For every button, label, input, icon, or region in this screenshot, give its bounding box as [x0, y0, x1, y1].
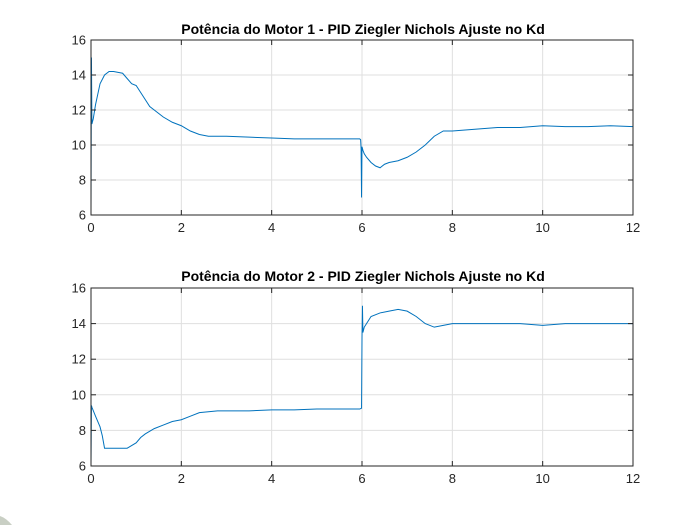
corner-mark — [0, 516, 12, 525]
x-tick-label: 6 — [358, 220, 365, 235]
chart-motor-2: Potência do Motor 2 - PID Ziegler Nichol… — [72, 268, 641, 486]
y-tick-label: 16 — [72, 281, 86, 296]
x-tick-label: 2 — [178, 471, 185, 486]
y-tick-label: 16 — [72, 33, 86, 48]
y-tick-label: 8 — [79, 423, 86, 438]
x-tick-label: 6 — [358, 471, 365, 486]
x-tick-label: 10 — [535, 471, 549, 486]
chart-title: Potência do Motor 1 - PID Ziegler Nichol… — [181, 21, 545, 37]
y-tick-label: 14 — [72, 68, 86, 83]
x-tick-label: 4 — [268, 471, 275, 486]
y-tick-label: 14 — [72, 316, 86, 331]
y-tick-label: 8 — [79, 173, 86, 188]
x-tick-label: 0 — [87, 220, 94, 235]
chart-motor-1: Potência do Motor 1 - PID Ziegler Nichol… — [72, 21, 641, 235]
y-tick-label: 10 — [72, 138, 86, 153]
series-line-motor-2 — [90, 305, 633, 465]
series-line-motor-1 — [90, 57, 634, 210]
chart-title: Potência do Motor 2 - PID Ziegler Nichol… — [181, 268, 545, 284]
x-tick-label: 10 — [535, 220, 549, 235]
x-tick-label: 8 — [449, 471, 456, 486]
y-tick-label: 12 — [72, 103, 86, 118]
x-tick-label: 12 — [626, 220, 640, 235]
y-tick-label: 6 — [79, 459, 86, 474]
x-tick-label: 4 — [268, 220, 275, 235]
x-tick-label: 12 — [626, 471, 640, 486]
x-tick-label: 8 — [449, 220, 456, 235]
y-tick-label: 6 — [79, 208, 86, 223]
x-tick-label: 2 — [178, 220, 185, 235]
y-tick-label: 10 — [72, 387, 86, 402]
y-tick-label: 12 — [72, 352, 86, 367]
x-tick-label: 0 — [87, 471, 94, 486]
